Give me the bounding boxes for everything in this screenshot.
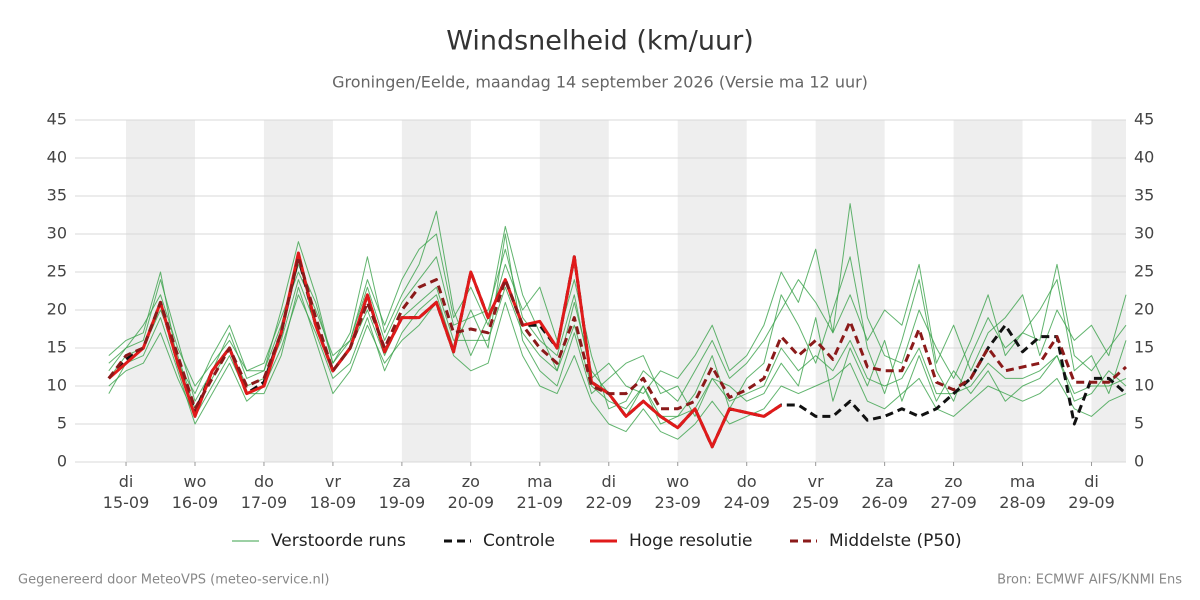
x-tick-label: wo 16-09 — [172, 472, 219, 512]
legend-label: Verstoorde runs — [271, 531, 406, 551]
day-band — [1091, 120, 1126, 462]
y-tick-label: 10 — [47, 376, 67, 395]
x-tick-label-line: 16-09 — [172, 493, 219, 512]
x-tick-label-line: di — [1084, 472, 1099, 491]
x-tick-label-line: 28-09 — [999, 493, 1046, 512]
series-line — [107, 255, 1127, 411]
day-band — [126, 120, 195, 462]
ensemble-line — [108, 286, 1127, 440]
y2-tick-label: 0 — [1134, 452, 1144, 471]
x-tick-label: di 15-09 — [103, 472, 150, 512]
x-tick-label: vr 25-09 — [792, 472, 839, 512]
x-tick-label: za 19-09 — [379, 472, 426, 512]
ensemble-line — [108, 233, 1127, 425]
x-tick-label: ma 28-09 — [999, 472, 1046, 512]
y2-tick-label: 35 — [1134, 186, 1154, 205]
x-tick-label-line: zo — [462, 472, 480, 491]
ensemble-line — [108, 248, 1127, 395]
series-line — [107, 251, 783, 449]
footer-right: Bron: ECMWF AIFS/KNMI Ens — [997, 573, 1182, 588]
y2-tick-label: 15 — [1134, 338, 1154, 357]
legend-label: Hoge resolutie — [629, 531, 753, 551]
day-band — [401, 120, 471, 462]
x-tick-label-line: vr — [325, 472, 341, 491]
x-tick-label-line: 26-09 — [861, 493, 908, 512]
y-tick-label: 20 — [47, 300, 67, 319]
y2-tick-label: 5 — [1134, 414, 1144, 433]
y-tick-label: 45 — [47, 110, 67, 129]
x-tick-label-line: za — [876, 472, 894, 491]
y2-tick-label: 10 — [1134, 376, 1154, 395]
legend-label: Middelste (P50) — [829, 531, 962, 551]
x-tick-label: wo 23-09 — [654, 472, 701, 512]
x-tick-label-line: di — [601, 472, 616, 491]
y2-tick-label: 20 — [1134, 300, 1154, 319]
x-tick-label-line: za — [393, 472, 411, 491]
y-tick-label: 30 — [47, 224, 67, 243]
x-tick-label: zo 27-09 — [930, 472, 977, 512]
y2-tick-label: 40 — [1134, 148, 1154, 167]
x-tick-label-line: 27-09 — [930, 493, 977, 512]
day-band — [953, 120, 1023, 462]
x-tick-label-line: 17-09 — [241, 493, 288, 512]
y2-tick-label: 45 — [1134, 110, 1154, 129]
x-tick-label-line: vr — [808, 472, 824, 491]
x-tick-label: di 22-09 — [586, 472, 633, 512]
y-tick-label: 0 — [57, 452, 67, 471]
chart-subtitle: Groningen/Eelde, maandag 14 september 20… — [332, 73, 868, 92]
x-tick-label-line: 24-09 — [723, 493, 770, 512]
footer-left: Gegenereerd door MeteoVPS (meteo-service… — [18, 573, 329, 588]
x-tick-label-line: 20-09 — [448, 493, 495, 512]
x-tick-label: di 29-09 — [1068, 472, 1115, 512]
y2-tick-label: 25 — [1134, 262, 1154, 281]
x-tick-label-line: wo — [184, 472, 207, 491]
y-tick-label: 5 — [57, 414, 67, 433]
y-tick-label: 25 — [47, 262, 67, 281]
x-tick-label: vr 18-09 — [310, 472, 357, 512]
x-tick-label-line: ma — [527, 472, 552, 491]
chart-title: Windsnelheid (km/uur) — [446, 26, 754, 57]
y2-tick-label: 30 — [1134, 224, 1154, 243]
y-tick-label: 15 — [47, 338, 67, 357]
y-tick-label: 35 — [47, 186, 67, 205]
x-tick-label: za 26-09 — [861, 472, 908, 512]
x-tick-label-line: 21-09 — [517, 493, 564, 512]
x-tick-label-line: do — [254, 472, 274, 491]
x-tick-label-line: ma — [1010, 472, 1035, 491]
day-band — [815, 120, 885, 462]
x-tick-label: zo 20-09 — [448, 472, 495, 512]
x-tick-label-line: di — [119, 472, 134, 491]
x-tick-label-line: do — [737, 472, 757, 491]
x-tick-label-line: 22-09 — [586, 493, 633, 512]
x-tick-label-line: zo — [944, 472, 962, 491]
day-band — [263, 120, 333, 462]
x-tick-label-line: 19-09 — [379, 493, 426, 512]
x-tick-label-line: 23-09 — [654, 493, 701, 512]
x-tick-label-line: 15-09 — [103, 493, 150, 512]
legend-label: Controle — [483, 531, 555, 551]
x-tick-label-line: 25-09 — [792, 493, 839, 512]
x-tick-label: do 24-09 — [723, 472, 770, 512]
day-band — [539, 120, 609, 462]
x-tick-label-line: wo — [666, 472, 689, 491]
x-tick-label: do 17-09 — [241, 472, 288, 512]
y-tick-label: 40 — [47, 148, 67, 167]
x-tick-label-line: 18-09 — [310, 493, 357, 512]
x-tick-label-line: 29-09 — [1068, 493, 1115, 512]
x-tick-label: ma 21-09 — [517, 472, 564, 512]
